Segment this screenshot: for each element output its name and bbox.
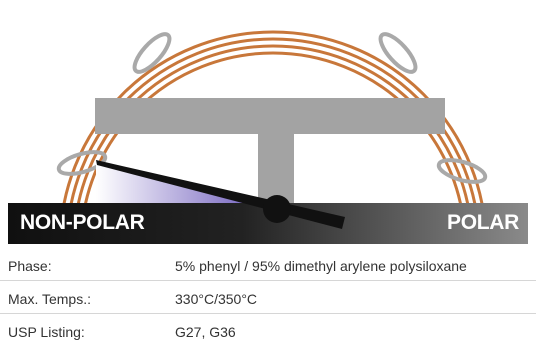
clamp-left <box>56 150 108 176</box>
clamp-top-right <box>378 32 418 74</box>
clamp-top-left <box>132 32 172 74</box>
spec-value: G27, G36 <box>175 324 236 340</box>
t-support <box>95 98 445 204</box>
non-polar-label: NON-POLAR <box>20 211 145 234</box>
clamp-right <box>436 158 488 184</box>
spec-label: Max. Temps.: <box>8 291 91 307</box>
polar-label: POLAR <box>446 211 519 234</box>
needle-pivot <box>263 195 291 223</box>
spec-label: USP Listing: <box>8 324 85 340</box>
spec-row-usp-listing: USP Listing: G27, G36 <box>0 318 536 346</box>
specs-table: Phase: 5% phenyl / 95% dimethyl arylene … <box>0 252 536 350</box>
column-clamps <box>56 32 488 184</box>
spec-row-max-temps: Max. Temps.: 330°C/350°C <box>0 285 536 314</box>
spec-value: 5% phenyl / 95% dimethyl arylene polysil… <box>175 258 467 274</box>
spec-label: Phase: <box>8 258 52 274</box>
spec-value: 330°C/350°C <box>175 291 258 307</box>
spec-row-phase: Phase: 5% phenyl / 95% dimethyl arylene … <box>0 252 536 281</box>
polarity-gauge-graphic <box>8 30 528 244</box>
